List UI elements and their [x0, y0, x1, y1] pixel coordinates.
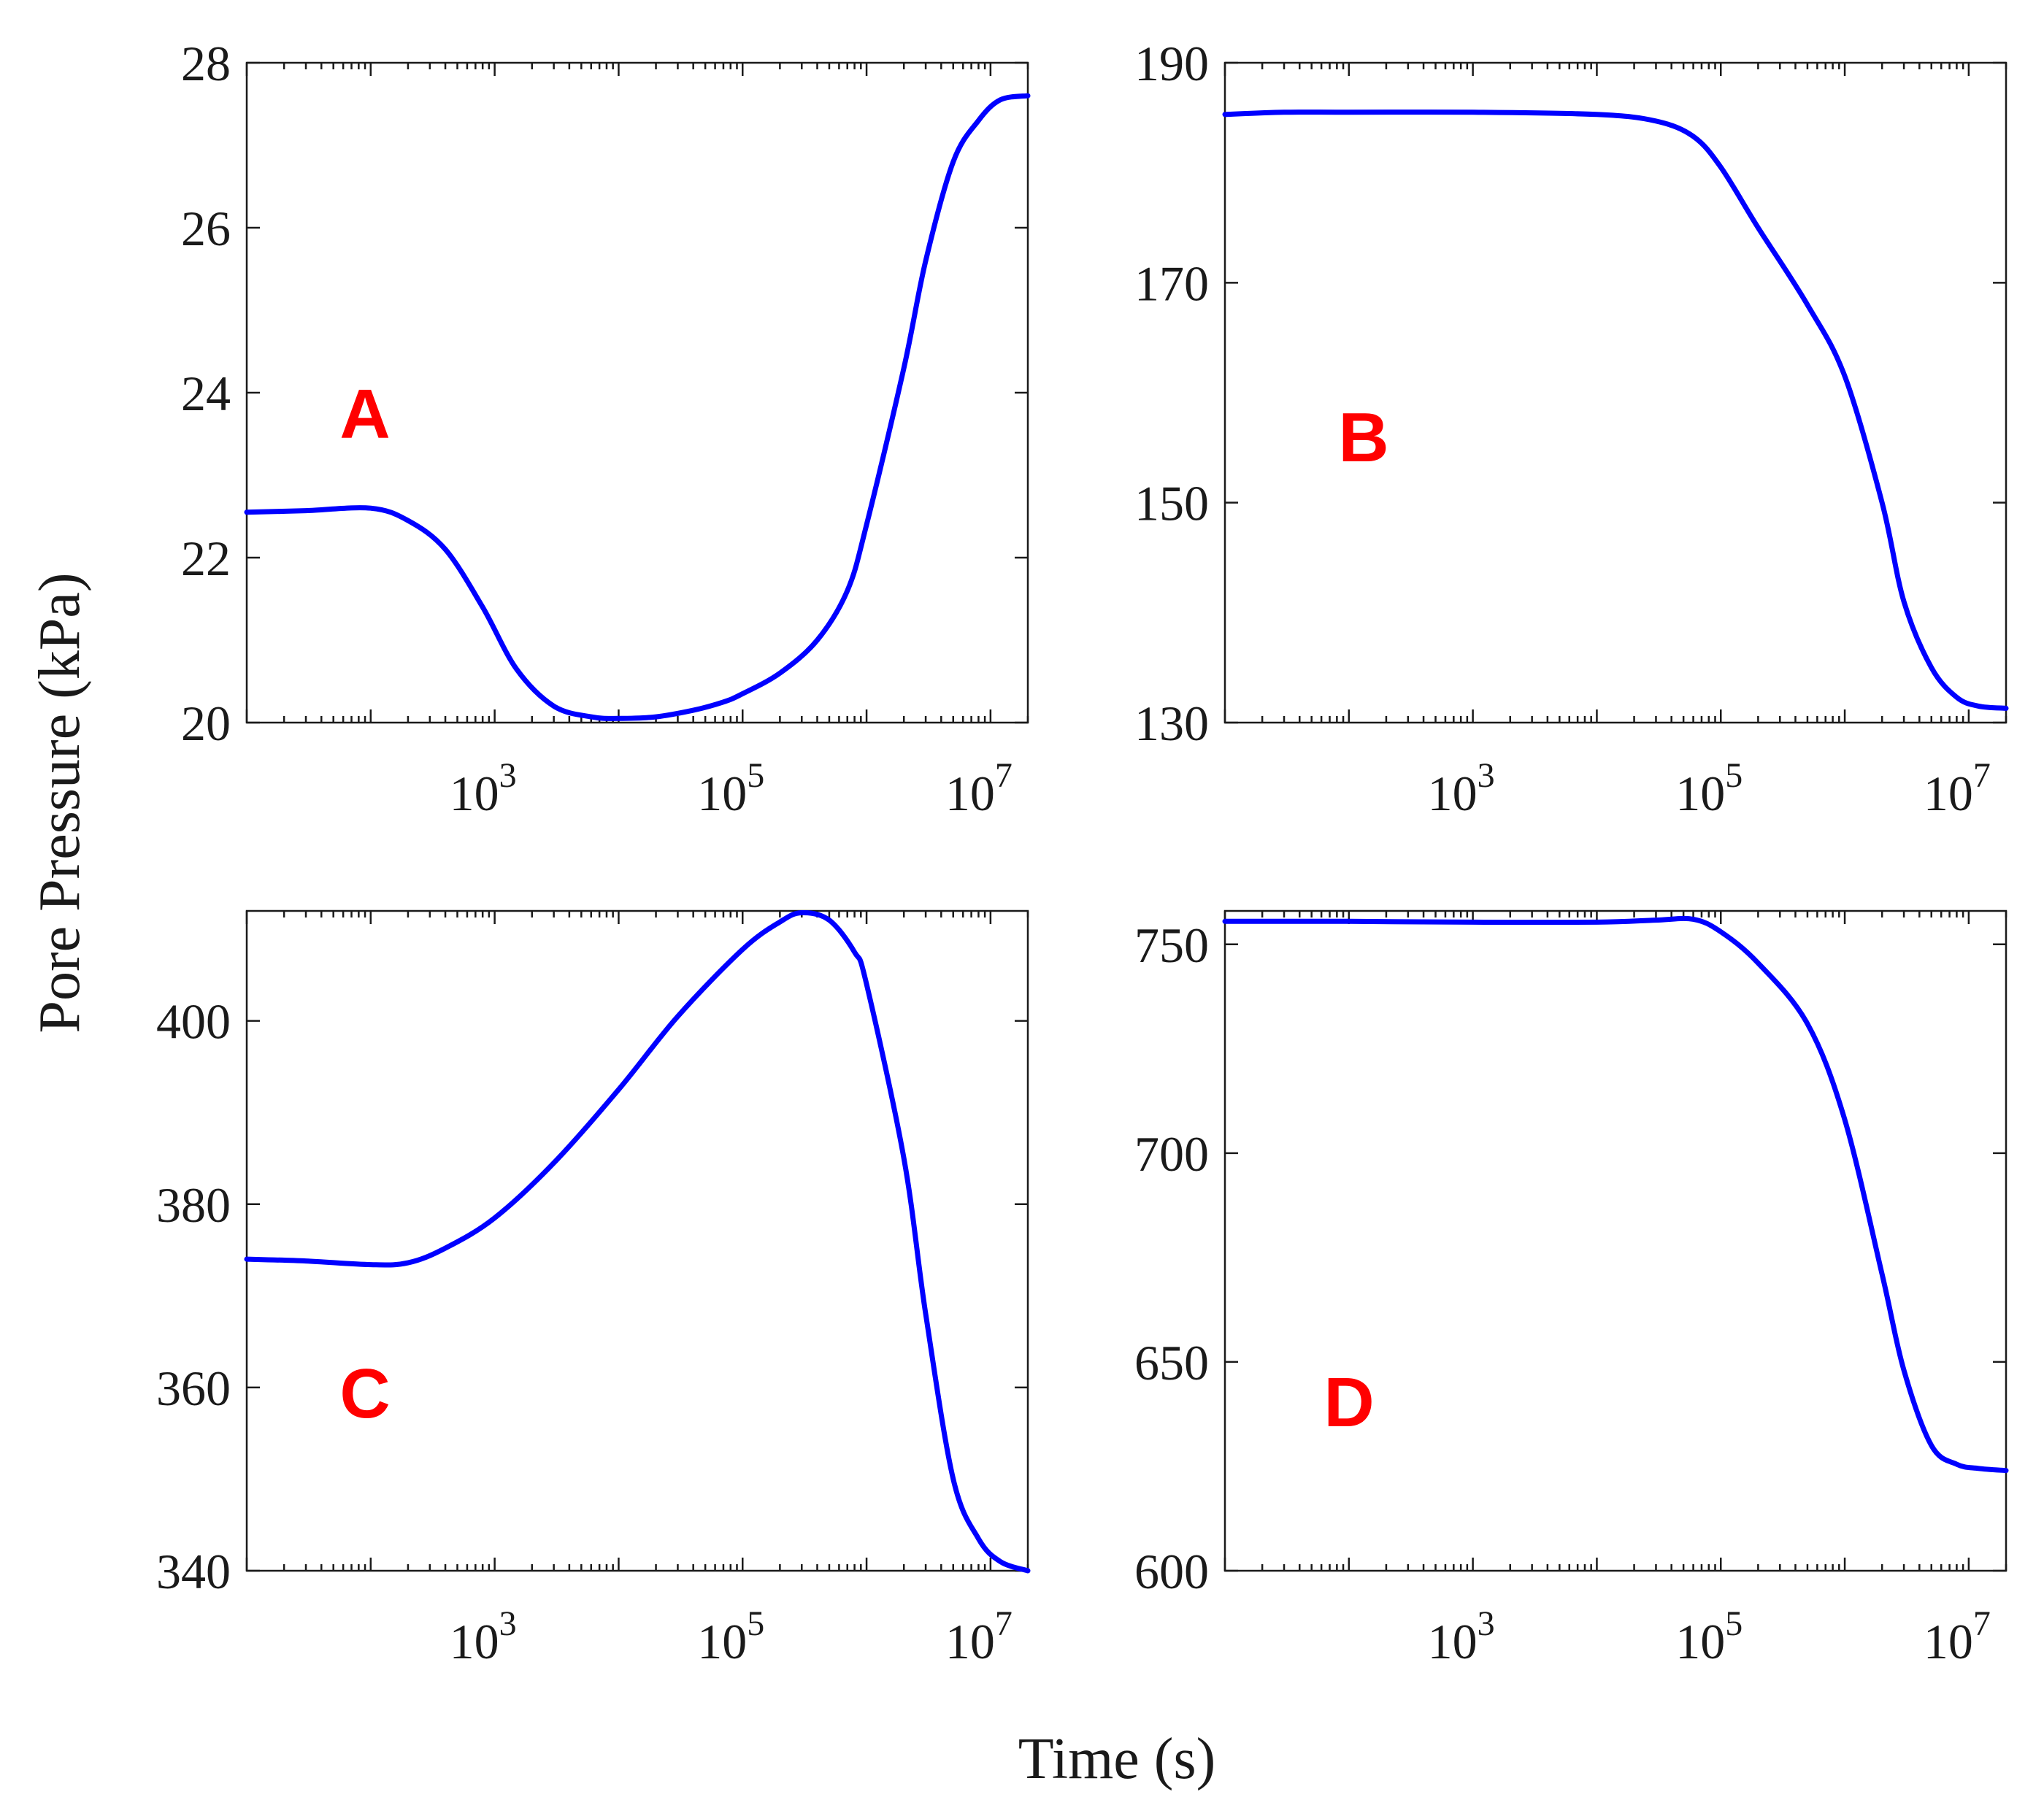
x-tick-label: 107: [1924, 756, 1991, 821]
y-tick-label: 650: [1134, 1335, 1209, 1390]
series-line: [244, 93, 1031, 721]
x-tick-label-base: 10: [1924, 766, 1973, 821]
y-tick-label: 360: [156, 1361, 231, 1416]
x-tick-label-base: 10: [450, 766, 499, 821]
series-line: [244, 909, 1031, 1574]
x-tick-label: 103: [450, 756, 517, 821]
x-tick-label-base: 10: [1428, 1614, 1478, 1669]
y-tick-label: 190: [1134, 36, 1209, 91]
panel-letter-d: D: [1323, 1363, 1374, 1442]
x-tick-label-base: 10: [1924, 1614, 1973, 1669]
y-axis-title: Pore Pressure (kPa): [28, 573, 92, 1034]
plot-frame: [1223, 61, 2008, 724]
x-tick-label-exponent: 5: [747, 1604, 764, 1643]
x-tick-label-exponent: 3: [1478, 1604, 1495, 1643]
x-tick-label: 105: [1675, 1604, 1743, 1669]
y-tick-label: 600: [1134, 1544, 1209, 1599]
y-tick-label: 130: [1134, 696, 1209, 751]
x-tick-label-exponent: 5: [1725, 756, 1743, 795]
y-tick-label: 150: [1134, 476, 1209, 531]
x-tick-label: 107: [945, 756, 1013, 821]
x-tick-label-exponent: 5: [1725, 1604, 1743, 1643]
series-line: [1222, 109, 2009, 711]
y-tick-label: 26: [181, 201, 231, 256]
y-tick-label: 22: [181, 531, 231, 586]
y-tick-label: 28: [181, 36, 231, 91]
y-tick-label: 24: [181, 366, 231, 421]
y-tick-label: 340: [156, 1544, 231, 1599]
x-tick-label-exponent: 7: [1973, 1604, 1991, 1643]
y-tick-label: 700: [1134, 1126, 1209, 1182]
y-tick-label: 400: [156, 994, 231, 1050]
plot-frame: [1223, 909, 2008, 1572]
x-tick-label: 105: [697, 1604, 764, 1669]
x-tick-label: 103: [450, 1604, 517, 1669]
x-tick-label-base: 10: [1675, 1614, 1725, 1669]
x-tick-label: 107: [945, 1604, 1013, 1669]
x-tick-label-base: 10: [1428, 766, 1478, 821]
y-tick-label: 170: [1134, 255, 1209, 311]
x-tick-label-base: 10: [945, 766, 995, 821]
x-tick-label-base: 10: [450, 1614, 499, 1669]
x-tick-label: 105: [697, 756, 764, 821]
x-tick-label: 103: [1428, 1604, 1495, 1669]
x-tick-label-base: 10: [945, 1614, 995, 1669]
x-tick-label-base: 10: [697, 1614, 747, 1669]
panel-letter-c: C: [339, 1355, 390, 1433]
x-tick-label-exponent: 3: [499, 1604, 517, 1643]
x-tick-label-exponent: 7: [1973, 756, 1991, 795]
panel-letter-b: B: [1338, 399, 1388, 477]
x-axis-title: Time (s): [1018, 1727, 1215, 1791]
plot-frame: [245, 909, 1029, 1572]
x-tick-label-exponent: 5: [747, 756, 764, 795]
x-tick-label-exponent: 7: [995, 1604, 1013, 1643]
panel-letter-a: A: [339, 375, 390, 453]
x-tick-label: 107: [1924, 1604, 1991, 1669]
x-tick-label: 103: [1428, 756, 1495, 821]
x-tick-label: 105: [1675, 756, 1743, 821]
x-tick-label-exponent: 3: [1478, 756, 1495, 795]
x-tick-label-base: 10: [697, 766, 747, 821]
series-line: [1222, 915, 2009, 1474]
x-tick-label-exponent: 3: [499, 756, 517, 795]
y-tick-label: 380: [156, 1177, 231, 1233]
x-tick-label-base: 10: [1675, 766, 1725, 821]
y-tick-label: 750: [1134, 917, 1209, 973]
y-tick-label: 20: [181, 696, 231, 751]
x-tick-label-exponent: 7: [995, 756, 1013, 795]
